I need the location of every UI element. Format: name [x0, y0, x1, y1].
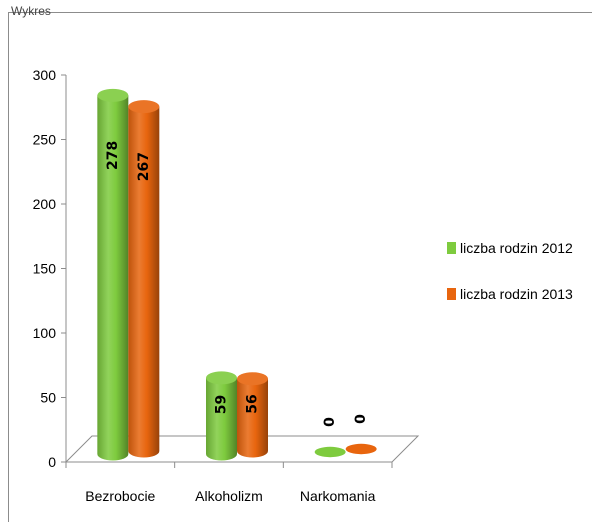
bar-top-1-0 [128, 100, 159, 113]
x-category-label: Narkomania [300, 488, 376, 504]
y-tick-label: 0 [48, 454, 56, 470]
bar-liczba rodzin 2012-Alkoholizm [206, 378, 237, 461]
data-label: 0 [322, 417, 338, 427]
bar-zero-1-2 [346, 444, 377, 454]
y-tick-label: 300 [33, 67, 57, 83]
legend-swatch-2012 [447, 242, 456, 254]
bar-top-0-1 [206, 371, 237, 384]
legend-swatch-2013 [447, 288, 456, 300]
data-label: 267 [136, 152, 152, 181]
y-tick-label: 100 [33, 325, 57, 341]
data-label: 278 [105, 141, 121, 170]
bar-liczba rodzin 2013-Alkoholizm [237, 379, 268, 458]
legend: liczba rodzin 2012 liczba rodzin 2013 [447, 234, 587, 326]
legend-label-2012: liczba rodzin 2012 [460, 240, 573, 256]
legend-label-2013: liczba rodzin 2013 [460, 286, 573, 302]
y-tick-label: 150 [33, 261, 57, 277]
data-label: 0 [353, 414, 369, 424]
x-category-label: Alkoholizm [195, 488, 263, 504]
bar-top-1-1 [237, 372, 268, 385]
bar-zero-0-2 [315, 447, 346, 457]
y-tick-label: 250 [33, 132, 57, 148]
y-tick-label: 50 [40, 390, 56, 406]
legend-item-2013: liczba rodzin 2013 [447, 280, 587, 308]
x-category-label: Bezrobocie [85, 488, 155, 504]
data-label: 59 [214, 395, 230, 414]
data-label: 56 [245, 394, 261, 413]
bar-top-0-0 [97, 89, 128, 102]
y-tick-label: 200 [33, 196, 57, 212]
legend-item-2012: liczba rodzin 2012 [447, 234, 587, 262]
